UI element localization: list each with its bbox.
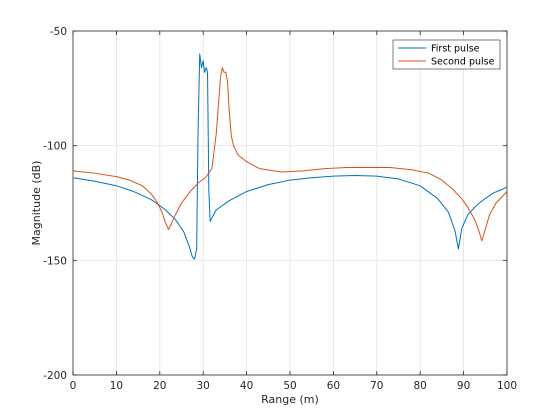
x-tick-label: 100 bbox=[497, 380, 517, 392]
y-tick-label: -150 bbox=[43, 255, 67, 267]
x-tick-label: 10 bbox=[110, 380, 123, 392]
legend-label-first-pulse: First pulse bbox=[431, 44, 480, 55]
series-line-second-pulse bbox=[72, 67, 508, 242]
x-axis-ticks: 0 10 20 30 40 50 60 70 80 90 100 bbox=[70, 31, 517, 392]
legend-box bbox=[392, 39, 501, 70]
y-tick-label: -100 bbox=[43, 141, 67, 153]
x-tick-label: 80 bbox=[414, 380, 427, 392]
x-tick-label: 30 bbox=[197, 380, 210, 392]
x-tick-label: 20 bbox=[153, 380, 166, 392]
x-tick-label: 90 bbox=[457, 380, 470, 392]
grid-lines bbox=[73, 31, 507, 375]
x-axis-label: Range (m) bbox=[261, 393, 319, 406]
y-axis-ticks: -200 -150 -100 -50 bbox=[43, 26, 507, 382]
x-tick-label: 50 bbox=[283, 380, 296, 392]
x-tick-label: 60 bbox=[327, 380, 340, 392]
y-axis-label: Magnitude (dB) bbox=[30, 161, 43, 246]
y-tick-label: -200 bbox=[43, 370, 67, 382]
x-tick-label: 70 bbox=[370, 380, 383, 392]
legend: First pulse Second pulse bbox=[392, 39, 501, 70]
x-tick-label: 40 bbox=[240, 380, 253, 392]
y-tick-label: -50 bbox=[50, 26, 67, 38]
series-line-first-pulse bbox=[72, 53, 508, 260]
legend-label-second-pulse: Second pulse bbox=[431, 57, 495, 68]
x-tick-label: 0 bbox=[70, 380, 77, 392]
series-group bbox=[72, 53, 508, 260]
